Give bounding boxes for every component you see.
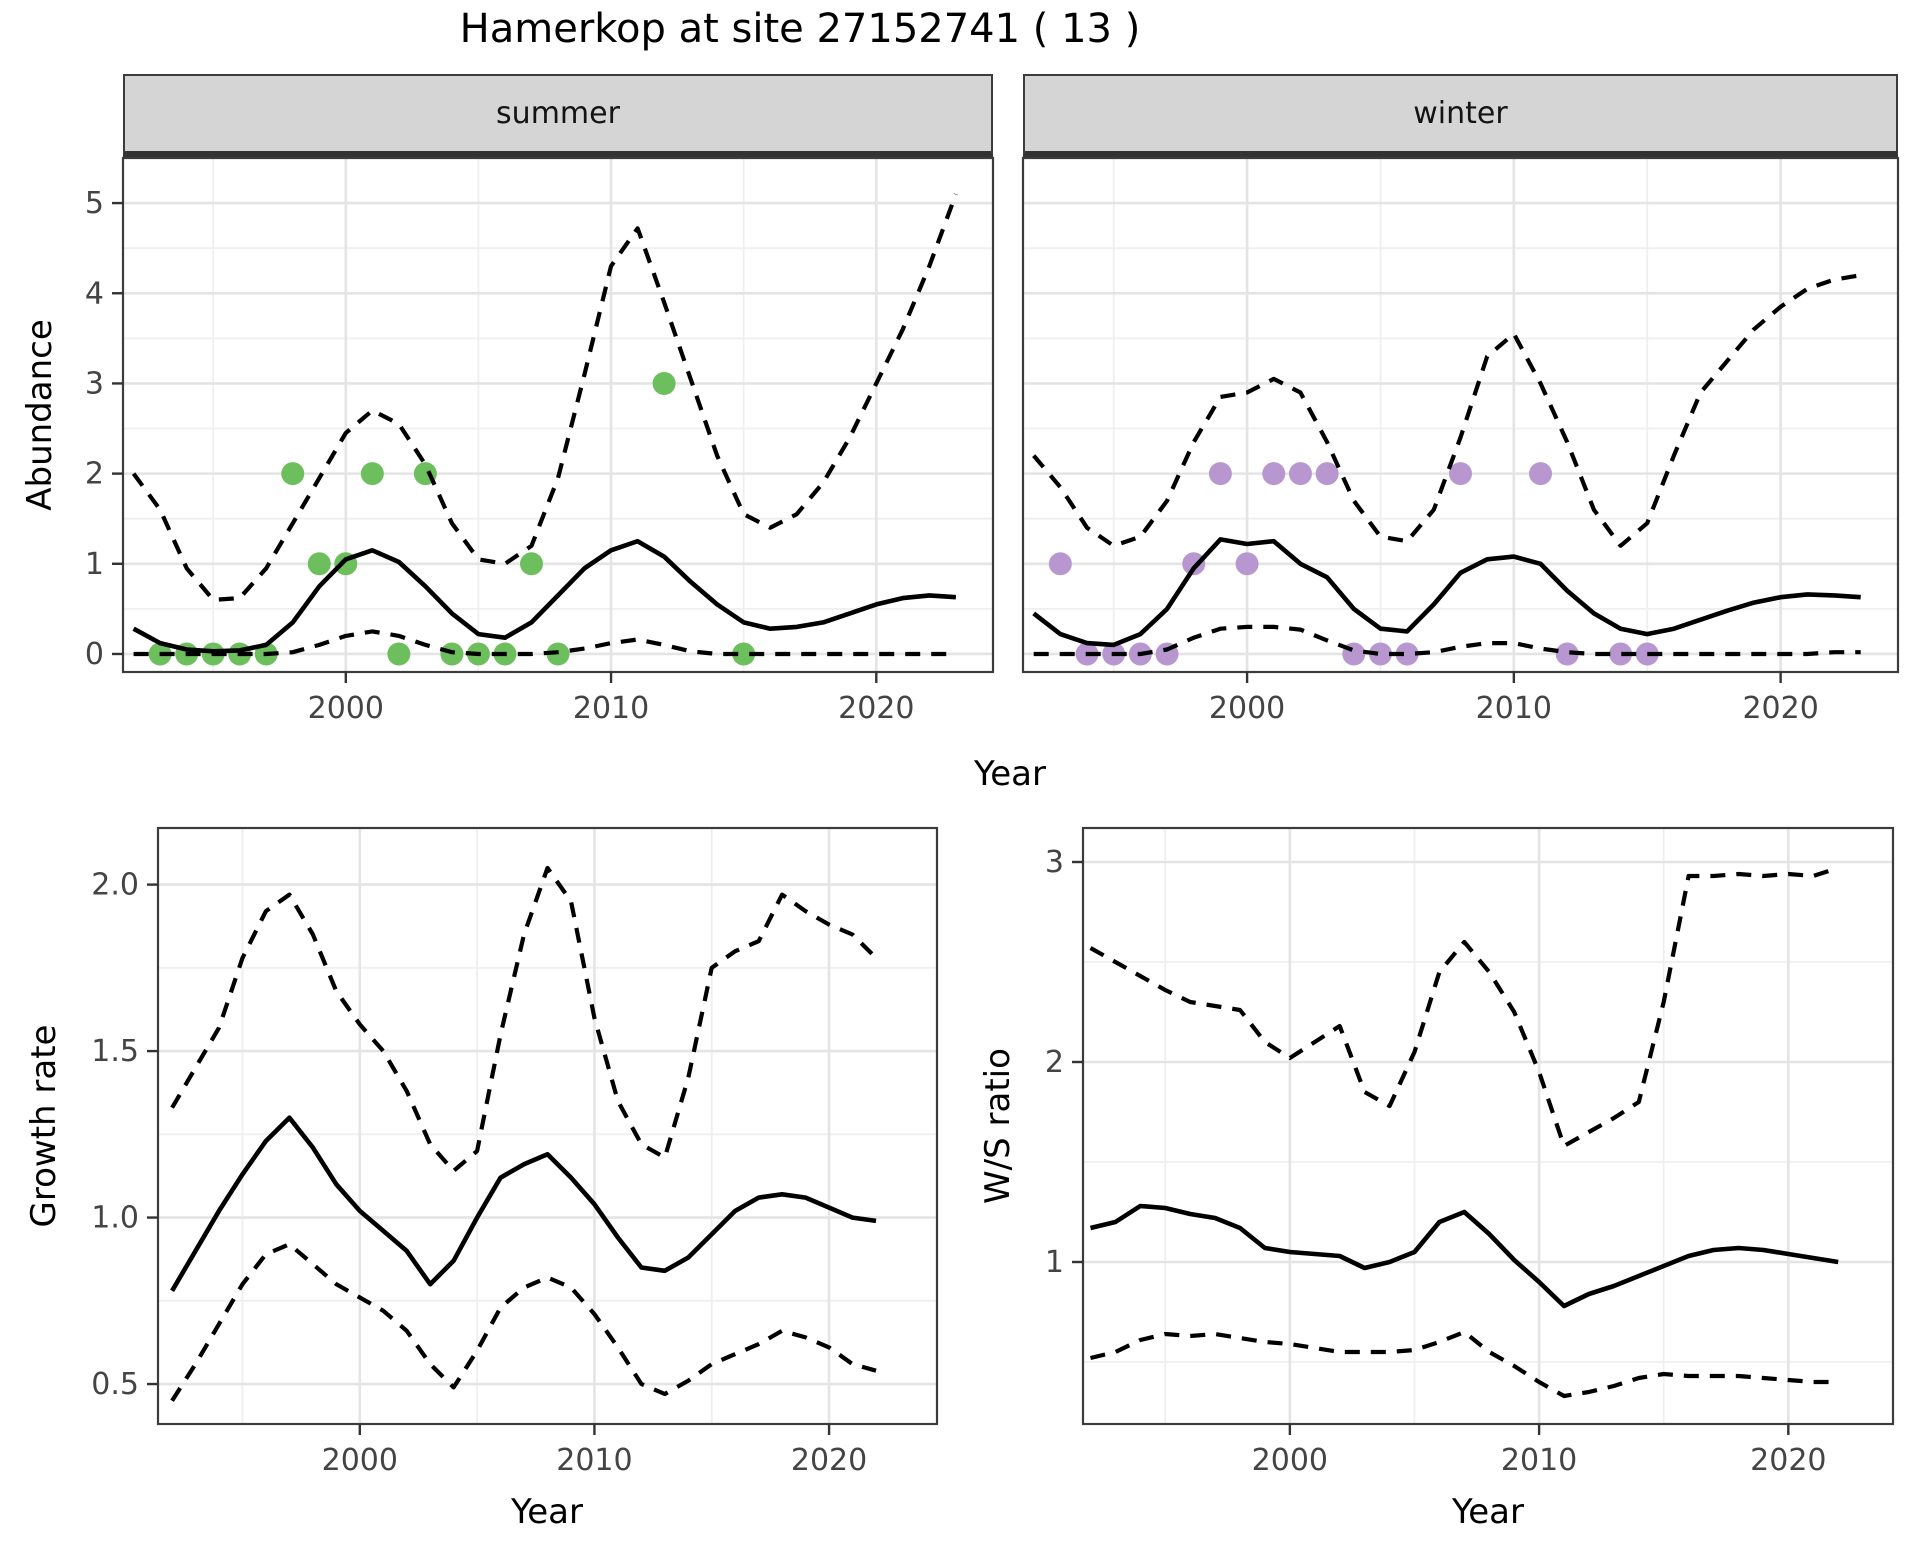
- x-tick-label: 2010: [573, 691, 649, 726]
- facet-strip-summer-label: summer: [496, 96, 620, 131]
- y-axis-title-ws-ratio: W/S ratio: [978, 1048, 1018, 1204]
- ci-dashed-line-abundance-summer: [131, 193, 958, 602]
- observed-point-abundance-winter: [1288, 462, 1312, 486]
- axes-abundance-summer: 2000 2010 2020 0 1 2 3 4 5: [85, 186, 915, 726]
- x-tick-label: 2010: [1476, 691, 1552, 726]
- median-line-ws-ratio: [1089, 1203, 1839, 1309]
- gridlines-growth-rate: [158, 828, 937, 1424]
- axes-growth-rate: 2000 2010 2020 0.5 1.0 1.5 2.0: [91, 868, 867, 1478]
- panel-border-growth-rate: [156, 826, 939, 1426]
- y-tick-label: 1: [85, 547, 104, 582]
- observed-point-abundance-winter: [1609, 642, 1633, 666]
- panel-abundance-winter: 2000 2010 2020: [1021, 156, 1900, 726]
- observed-point-abundance-winter: [1262, 462, 1286, 486]
- median-line-abundance-summer: [132, 538, 957, 654]
- ci-dashed-line-ws-ratio: [1090, 1329, 1839, 1399]
- observed-point-abundance-winter: [1182, 552, 1206, 576]
- x-tick-label: 2020: [791, 1443, 867, 1478]
- ci-dashed-line-growth-rate: [170, 1242, 877, 1402]
- y-axis-title-growth-rate: Growth rate: [24, 1024, 64, 1228]
- axes-abundance-winter: 2000 2010 2020: [1209, 672, 1819, 726]
- y-tick-label: 1: [1045, 1245, 1064, 1280]
- median-line-abundance-winter: [1032, 537, 1861, 648]
- y-tick-label: 2.0: [91, 868, 139, 903]
- panel-growth-rate: 2000 2010 2020 0.5 1.0 1.5 2.0: [91, 826, 939, 1478]
- gridlines-ws-ratio: [1083, 828, 1893, 1424]
- observed-point-abundance-winter: [1395, 642, 1419, 666]
- x-tick-label: 2010: [556, 1443, 632, 1478]
- observed-point-abundance-summer: [307, 552, 331, 576]
- facet-strip-winter: winter: [1023, 74, 1898, 158]
- x-tick-label: 2020: [1742, 691, 1818, 726]
- x-tick-label: 2000: [322, 1443, 398, 1478]
- observed-point-abundance-winter: [1235, 552, 1259, 576]
- y-tick-label: 4: [85, 276, 104, 311]
- panel-border-abundance-summer: [121, 156, 995, 674]
- panel-abundance-summer: 2000 2010 2020 0 1 2 3 4 5: [85, 156, 995, 726]
- observed-point-abundance-summer: [519, 552, 543, 576]
- x-tick-label: 2020: [838, 691, 914, 726]
- facet-strip-winter-label: winter: [1413, 96, 1508, 131]
- ci-dashed-line-growth-rate: [170, 865, 878, 1173]
- observed-point-abundance-summer: [360, 462, 384, 486]
- x-tick-label: 2000: [1252, 1443, 1328, 1478]
- x-tick-label: 2000: [308, 691, 384, 726]
- ci-dashed-line-abundance-summer: [133, 629, 956, 657]
- page-title: Hamerkop at site 27152741 ( 13 ): [459, 6, 1141, 52]
- observed-point-abundance-winter: [1635, 642, 1659, 666]
- gridlines-abundance-winter: [1023, 158, 1898, 672]
- observed-point-abundance-summer: [387, 642, 411, 666]
- x-tick-label: 2000: [1209, 691, 1285, 726]
- panel-border-ws-ratio: [1081, 826, 1895, 1426]
- y-tick-label: 5: [85, 186, 104, 221]
- x-tick-label: 2010: [1501, 1443, 1577, 1478]
- observed-point-abundance-winter: [1449, 462, 1472, 486]
- ci-dashed-line-ws-ratio: [1089, 865, 1839, 1149]
- y-tick-label: 3: [85, 366, 104, 401]
- observed-point-abundance-winter: [1315, 462, 1339, 486]
- median-line-growth-rate: [170, 1115, 877, 1292]
- x-axis-title-year-bottom-left: Year: [511, 1492, 583, 1532]
- observed-point-abundance-winter: [1208, 462, 1232, 486]
- observed-point-abundance-summer: [281, 462, 305, 486]
- panel-ws-ratio: 2000 2010 2020 1 2 3: [1045, 826, 1895, 1478]
- ci-dashed-line-abundance-winter: [1033, 624, 1861, 657]
- y-tick-label: 0: [85, 637, 104, 672]
- y-tick-label: 1.0: [91, 1201, 139, 1236]
- axes-ws-ratio: 2000 2010 2020 1 2 3: [1045, 845, 1827, 1478]
- y-tick-label: 1.5: [91, 1034, 139, 1069]
- facet-strip-summer: summer: [123, 74, 993, 158]
- observed-point-abundance-winter: [1048, 552, 1072, 576]
- y-tick-label: 2: [85, 457, 104, 492]
- y-axis-title-abundance: Abundance: [20, 319, 60, 511]
- observed-point-abundance-winter: [1368, 642, 1392, 666]
- y-tick-label: 3: [1045, 845, 1064, 880]
- y-tick-label: 2: [1045, 1045, 1064, 1080]
- panel-border-abundance-winter: [1021, 156, 1900, 674]
- x-axis-title-year-bottom-right: Year: [1452, 1492, 1524, 1532]
- observed-point-abundance-winter: [1529, 462, 1553, 486]
- ci-dashed-line-abundance-winter: [1032, 273, 1862, 548]
- x-axis-title-year-top: Year: [974, 754, 1046, 794]
- observed-point-abundance-summer: [652, 371, 676, 395]
- x-tick-label: 2020: [1750, 1443, 1826, 1478]
- observed-point-abundance-winter: [1555, 642, 1579, 666]
- observed-point-abundance-summer: [732, 642, 756, 666]
- y-tick-label: 0.5: [91, 1367, 139, 1402]
